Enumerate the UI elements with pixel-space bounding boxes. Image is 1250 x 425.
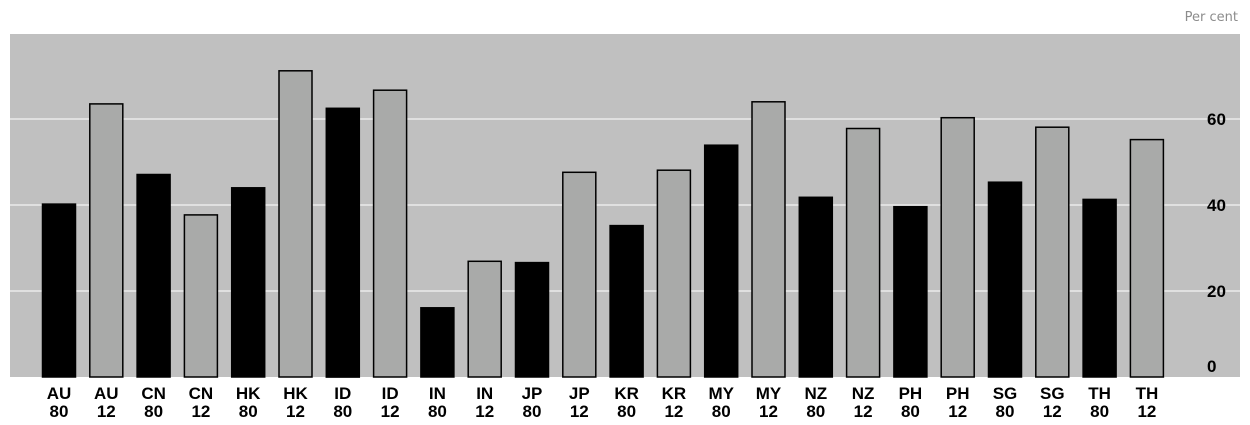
x-tick-label-nz-12: NZ 12 [852, 384, 875, 421]
x-tick-label-hk-12: HK 12 [283, 384, 308, 421]
x-tick-label-cn-80: CN 80 [141, 384, 166, 421]
bar-jp-12 [562, 171, 597, 378]
bar-in-80 [420, 307, 455, 378]
bar-my-12 [751, 101, 786, 378]
x-tick-label-sg-80: SG 80 [993, 384, 1018, 421]
bar-kr-12 [656, 169, 692, 378]
bar-cn-12 [183, 214, 219, 378]
unit-label: Per cent [1184, 10, 1238, 25]
x-tick-label-id-12: ID 12 [381, 384, 400, 421]
x-tick-label-my-80: MY 80 [708, 384, 734, 421]
bar-ph-80 [893, 205, 928, 378]
y-tick-label-0: 0 [1207, 357, 1216, 376]
x-tick-label-kr-80: KR 80 [614, 384, 639, 421]
x-tick-label-ph-80: PH 80 [899, 384, 923, 421]
x-tick-label-th-80: TH 80 [1088, 384, 1111, 421]
bar-th-80 [1082, 198, 1117, 378]
x-tick-label-sg-12: SG 12 [1040, 384, 1065, 421]
bar-hk-80 [230, 187, 266, 378]
bar-cn-80 [136, 173, 171, 378]
x-tick-label-jp-12: JP 12 [569, 384, 590, 421]
x-tick-label-hk-80: HK 80 [236, 384, 261, 421]
x-tick-label-my-12: MY 12 [756, 384, 782, 421]
x-tick-label-in-80: IN 80 [428, 384, 447, 421]
bar-th-12 [1129, 138, 1165, 378]
bars [41, 70, 1165, 378]
y-tick-label-40: 40 [1207, 196, 1226, 215]
bar-kr-80 [609, 224, 644, 378]
y-tick-label-60: 60 [1207, 110, 1226, 129]
y-axis-ticks: 0 20 40 60 [1207, 110, 1226, 376]
x-tick-label-kr-12: KR 12 [662, 384, 687, 421]
x-tick-label-id-80: ID 80 [333, 384, 352, 421]
x-tick-label-au-12: AU 12 [94, 384, 119, 421]
bar-au-12 [89, 103, 124, 378]
bar-id-12 [372, 89, 408, 378]
x-axis-ticks: AU 80 AU 12 CN 80 CN 12 HK 80 HK 12 ID 80 ID 12 IN 80 IN 12… [47, 384, 1159, 421]
bar-my-80 [703, 144, 739, 378]
bar-nz-12 [845, 127, 881, 378]
x-tick-label-in-12: IN 12 [475, 384, 494, 421]
x-tick-label-nz-80: NZ 80 [804, 384, 827, 421]
bar-nz-80 [798, 196, 834, 378]
bar-sg-80 [987, 181, 1023, 378]
bar-ph-12 [940, 116, 975, 378]
bar-id-80 [325, 107, 361, 378]
bar-hk-12 [278, 70, 313, 378]
bar-sg-12 [1035, 126, 1070, 378]
x-tick-label-au-80: AU 80 [47, 384, 72, 421]
x-tick-label-jp-80: JP 80 [522, 384, 543, 421]
bar-au-80 [41, 203, 77, 378]
bar-in-12 [467, 260, 502, 378]
x-tick-label-ph-12: PH 12 [946, 384, 970, 421]
y-tick-label-20: 20 [1207, 282, 1226, 301]
x-tick-label-th-12: TH 12 [1136, 384, 1159, 421]
bar-jp-80 [514, 261, 550, 378]
x-tick-label-cn-12: CN 12 [189, 384, 214, 421]
